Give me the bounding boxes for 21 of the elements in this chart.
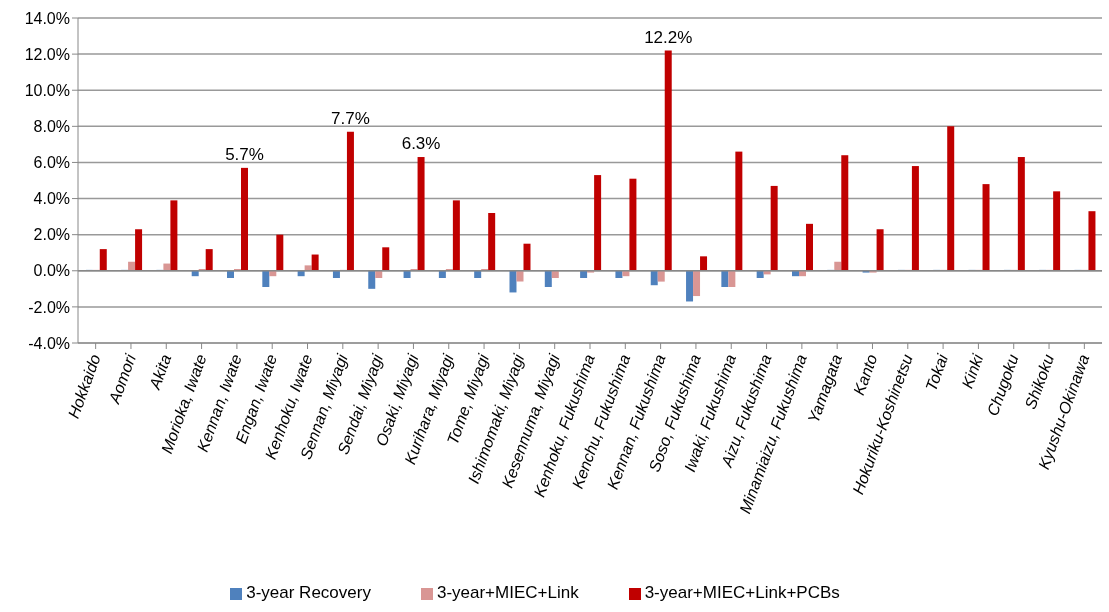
y-tick-label: 6.0%: [33, 154, 70, 172]
y-tick-label: 10.0%: [24, 81, 70, 99]
data-label: 7.7%: [331, 108, 370, 128]
x-tick-label: Kinki: [958, 351, 987, 391]
y-tick-label: 2.0%: [33, 226, 70, 244]
y-tick-label: 12.0%: [24, 45, 70, 63]
legend-label: 3-year+MIEC+Link+PCBs: [644, 583, 840, 602]
y-tick-label: -4.0%: [28, 334, 70, 352]
legend-label: 3-year Recovery: [246, 583, 371, 602]
x-tick-label: Tokai: [922, 351, 952, 394]
legend-label: 3-year+MIEC+Link: [436, 583, 579, 602]
data-label: 6.3%: [401, 134, 441, 154]
y-tick-label: 4.0%: [33, 190, 70, 208]
y-tick-label: 8.0%: [33, 118, 70, 136]
data-label: 5.7%: [225, 144, 264, 164]
data-label: 12.2%: [644, 27, 693, 47]
x-tick-label: Aomori: [105, 351, 140, 407]
y-tick-label: 14.0%: [24, 9, 70, 27]
y-tick-label: 0.0%: [33, 262, 70, 280]
y-tick-label: -2.0%: [28, 298, 70, 316]
x-tick-label: Akita: [145, 352, 175, 393]
